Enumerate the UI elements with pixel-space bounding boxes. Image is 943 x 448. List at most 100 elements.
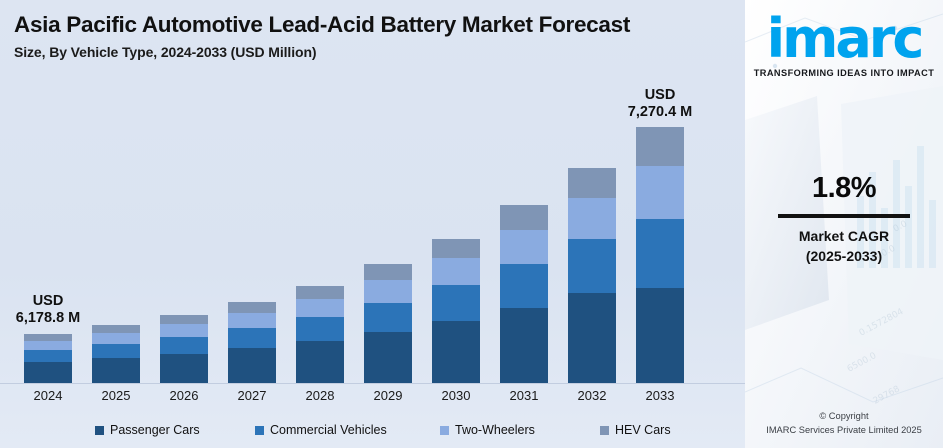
- brand-background-graphic: 0.1572804 6500.0 29768 500.0 0.0: [745, 0, 943, 448]
- bar-segment-commercial-vehicles[interactable]: [24, 350, 72, 362]
- bar-segment-passenger-cars[interactable]: [296, 341, 344, 383]
- bar-2033[interactable]: [636, 127, 684, 383]
- bar-2026[interactable]: [160, 315, 208, 383]
- legend-item-two-wheelers[interactable]: Two-Wheelers: [440, 423, 535, 437]
- cagr-value: 1.8%: [811, 172, 877, 204]
- legend-item-hev-cars[interactable]: HEV Cars: [600, 423, 671, 437]
- bar-segment-hev-cars[interactable]: [636, 127, 684, 166]
- bar-segment-two-wheelers[interactable]: [432, 258, 480, 285]
- bar-segment-passenger-cars[interactable]: [228, 348, 276, 383]
- bar-segment-two-wheelers[interactable]: [364, 280, 412, 303]
- legend-item-passenger-cars[interactable]: Passenger Cars: [95, 423, 200, 437]
- first-value-annotation: USD 6,178.8 M: [0, 293, 103, 327]
- imarc-logo: imarc TRANSFORMING IDEAS INTO IMPACT: [745, 7, 943, 79]
- bar-segment-commercial-vehicles[interactable]: [364, 303, 412, 332]
- legend-swatch-icon: [255, 425, 264, 435]
- bar-2025[interactable]: [92, 325, 140, 383]
- chart-subtitle: Size, By Vehicle Type, 2024-2033 (USD Mi…: [14, 44, 317, 61]
- bar-segment-commercial-vehicles[interactable]: [568, 239, 616, 293]
- bar-segment-commercial-vehicles[interactable]: [160, 337, 208, 354]
- x-axis-line: [0, 383, 745, 384]
- bar-segment-hev-cars[interactable]: [160, 315, 208, 324]
- x-tick-2027: 2027: [237, 388, 267, 403]
- last-value-annotation-value: 7,270.4 M: [627, 103, 693, 120]
- bar-segment-two-wheelers[interactable]: [296, 299, 344, 317]
- bar-segment-two-wheelers[interactable]: [24, 341, 72, 350]
- cagr-period: (2025-2033): [805, 247, 883, 264]
- x-tick-2028: 2028: [305, 388, 335, 403]
- bar-2028[interactable]: [296, 286, 344, 383]
- bar-2024[interactable]: [24, 334, 72, 383]
- logo-wordmark: imarc: [766, 7, 925, 70]
- x-tick-2029: 2029: [373, 388, 403, 403]
- bar-segment-commercial-vehicles[interactable]: [636, 219, 684, 288]
- legend-swatch-icon: [440, 425, 449, 435]
- bar-segment-hev-cars[interactable]: [364, 264, 412, 280]
- bar-segment-hev-cars[interactable]: [500, 205, 548, 230]
- bar-2032[interactable]: [568, 168, 616, 383]
- logo-tagline: TRANSFORMING IDEAS INTO IMPACT: [753, 68, 935, 78]
- legend-swatch-icon: [600, 425, 609, 435]
- x-tick-2030: 2030: [441, 388, 471, 403]
- bar-2027[interactable]: [228, 302, 276, 383]
- legend-label: HEV Cars: [615, 423, 671, 437]
- bar-2030[interactable]: [432, 239, 480, 383]
- bar-segment-commercial-vehicles[interactable]: [500, 264, 548, 308]
- legend-swatch-icon: [95, 425, 104, 435]
- x-tick-2026: 2026: [169, 388, 199, 403]
- bar-segment-two-wheelers[interactable]: [500, 230, 548, 264]
- bar-segment-commercial-vehicles[interactable]: [92, 344, 140, 358]
- first-value-annotation-value: 6,178.8 M: [15, 309, 81, 326]
- bar-segment-commercial-vehicles[interactable]: [228, 328, 276, 348]
- brand-content: imarc TRANSFORMING IDEAS INTO IMPACT 1.8…: [745, 0, 943, 448]
- bar-segment-hev-cars[interactable]: [296, 286, 344, 299]
- last-value-annotation-unit: USD: [644, 86, 676, 103]
- cagr-divider: [778, 214, 910, 218]
- bar-2029[interactable]: [364, 264, 412, 383]
- first-value-annotation-unit: USD: [32, 292, 64, 309]
- legend-label: Commercial Vehicles: [270, 423, 387, 437]
- bar-segment-passenger-cars[interactable]: [92, 358, 140, 383]
- bar-segment-two-wheelers[interactable]: [568, 198, 616, 239]
- bar-segment-hev-cars[interactable]: [228, 302, 276, 313]
- page-title: Asia Pacific Automotive Lead-Acid Batter…: [14, 12, 631, 37]
- legend-item-commercial-vehicles[interactable]: Commercial Vehicles: [255, 423, 387, 437]
- legend-label: Two-Wheelers: [455, 423, 535, 437]
- bar-segment-hev-cars[interactable]: [92, 325, 140, 333]
- bar-segment-hev-cars[interactable]: [432, 239, 480, 258]
- bar-segment-two-wheelers[interactable]: [92, 333, 140, 344]
- legend-label: Passenger Cars: [110, 423, 200, 437]
- bar-segment-passenger-cars[interactable]: [500, 308, 548, 383]
- copyright-notice: © Copyright IMARC Services Private Limit…: [745, 410, 943, 438]
- last-value-annotation: USD 7,270.4 M: [605, 87, 715, 121]
- bar-segment-passenger-cars[interactable]: [160, 354, 208, 383]
- x-axis-labels: 2024 2025 2026 2027 2028 2029 2030 2031 2032 2033: [0, 388, 745, 412]
- cagr-block: 1.8% Market CAGR (2025-2033): [745, 172, 943, 266]
- bar-segment-passenger-cars[interactable]: [364, 332, 412, 383]
- bar-segment-two-wheelers[interactable]: [636, 166, 684, 219]
- x-tick-2033: 2033: [645, 388, 675, 403]
- bar-segment-two-wheelers[interactable]: [228, 313, 276, 328]
- chart-legend: Passenger Cars Commercial Vehicles Two-Whe…: [0, 418, 745, 442]
- bar-segment-hev-cars[interactable]: [24, 334, 72, 341]
- chart-panel: Asia Pacific Automotive Lead-Acid Batter…: [0, 0, 745, 448]
- plot-area: USD 6,178.8 M USD 7,270.4 M: [0, 78, 745, 383]
- brand-panel: 0.1572804 6500.0 29768 500.0 0.0 imarc T…: [745, 0, 943, 448]
- bar-segment-passenger-cars[interactable]: [636, 288, 684, 383]
- bar-segment-two-wheelers[interactable]: [160, 324, 208, 337]
- bar-segment-hev-cars[interactable]: [568, 168, 616, 198]
- x-tick-2024: 2024: [33, 388, 63, 403]
- x-tick-2031: 2031: [509, 388, 539, 403]
- bar-2031[interactable]: [500, 205, 548, 383]
- x-tick-2032: 2032: [577, 388, 607, 403]
- bar-segment-commercial-vehicles[interactable]: [432, 285, 480, 321]
- chart-header: Asia Pacific Automotive Lead-Acid Batter…: [0, 0, 745, 60]
- copyright-line-1: © Copyright: [819, 411, 869, 422]
- bar-segment-passenger-cars[interactable]: [432, 321, 480, 383]
- bar-segment-passenger-cars[interactable]: [568, 293, 616, 383]
- bar-segment-commercial-vehicles[interactable]: [296, 317, 344, 341]
- bar-segment-passenger-cars[interactable]: [24, 362, 72, 383]
- copyright-line-2: IMARC Services Private Limited 2025: [766, 425, 922, 436]
- x-tick-2025: 2025: [101, 388, 131, 403]
